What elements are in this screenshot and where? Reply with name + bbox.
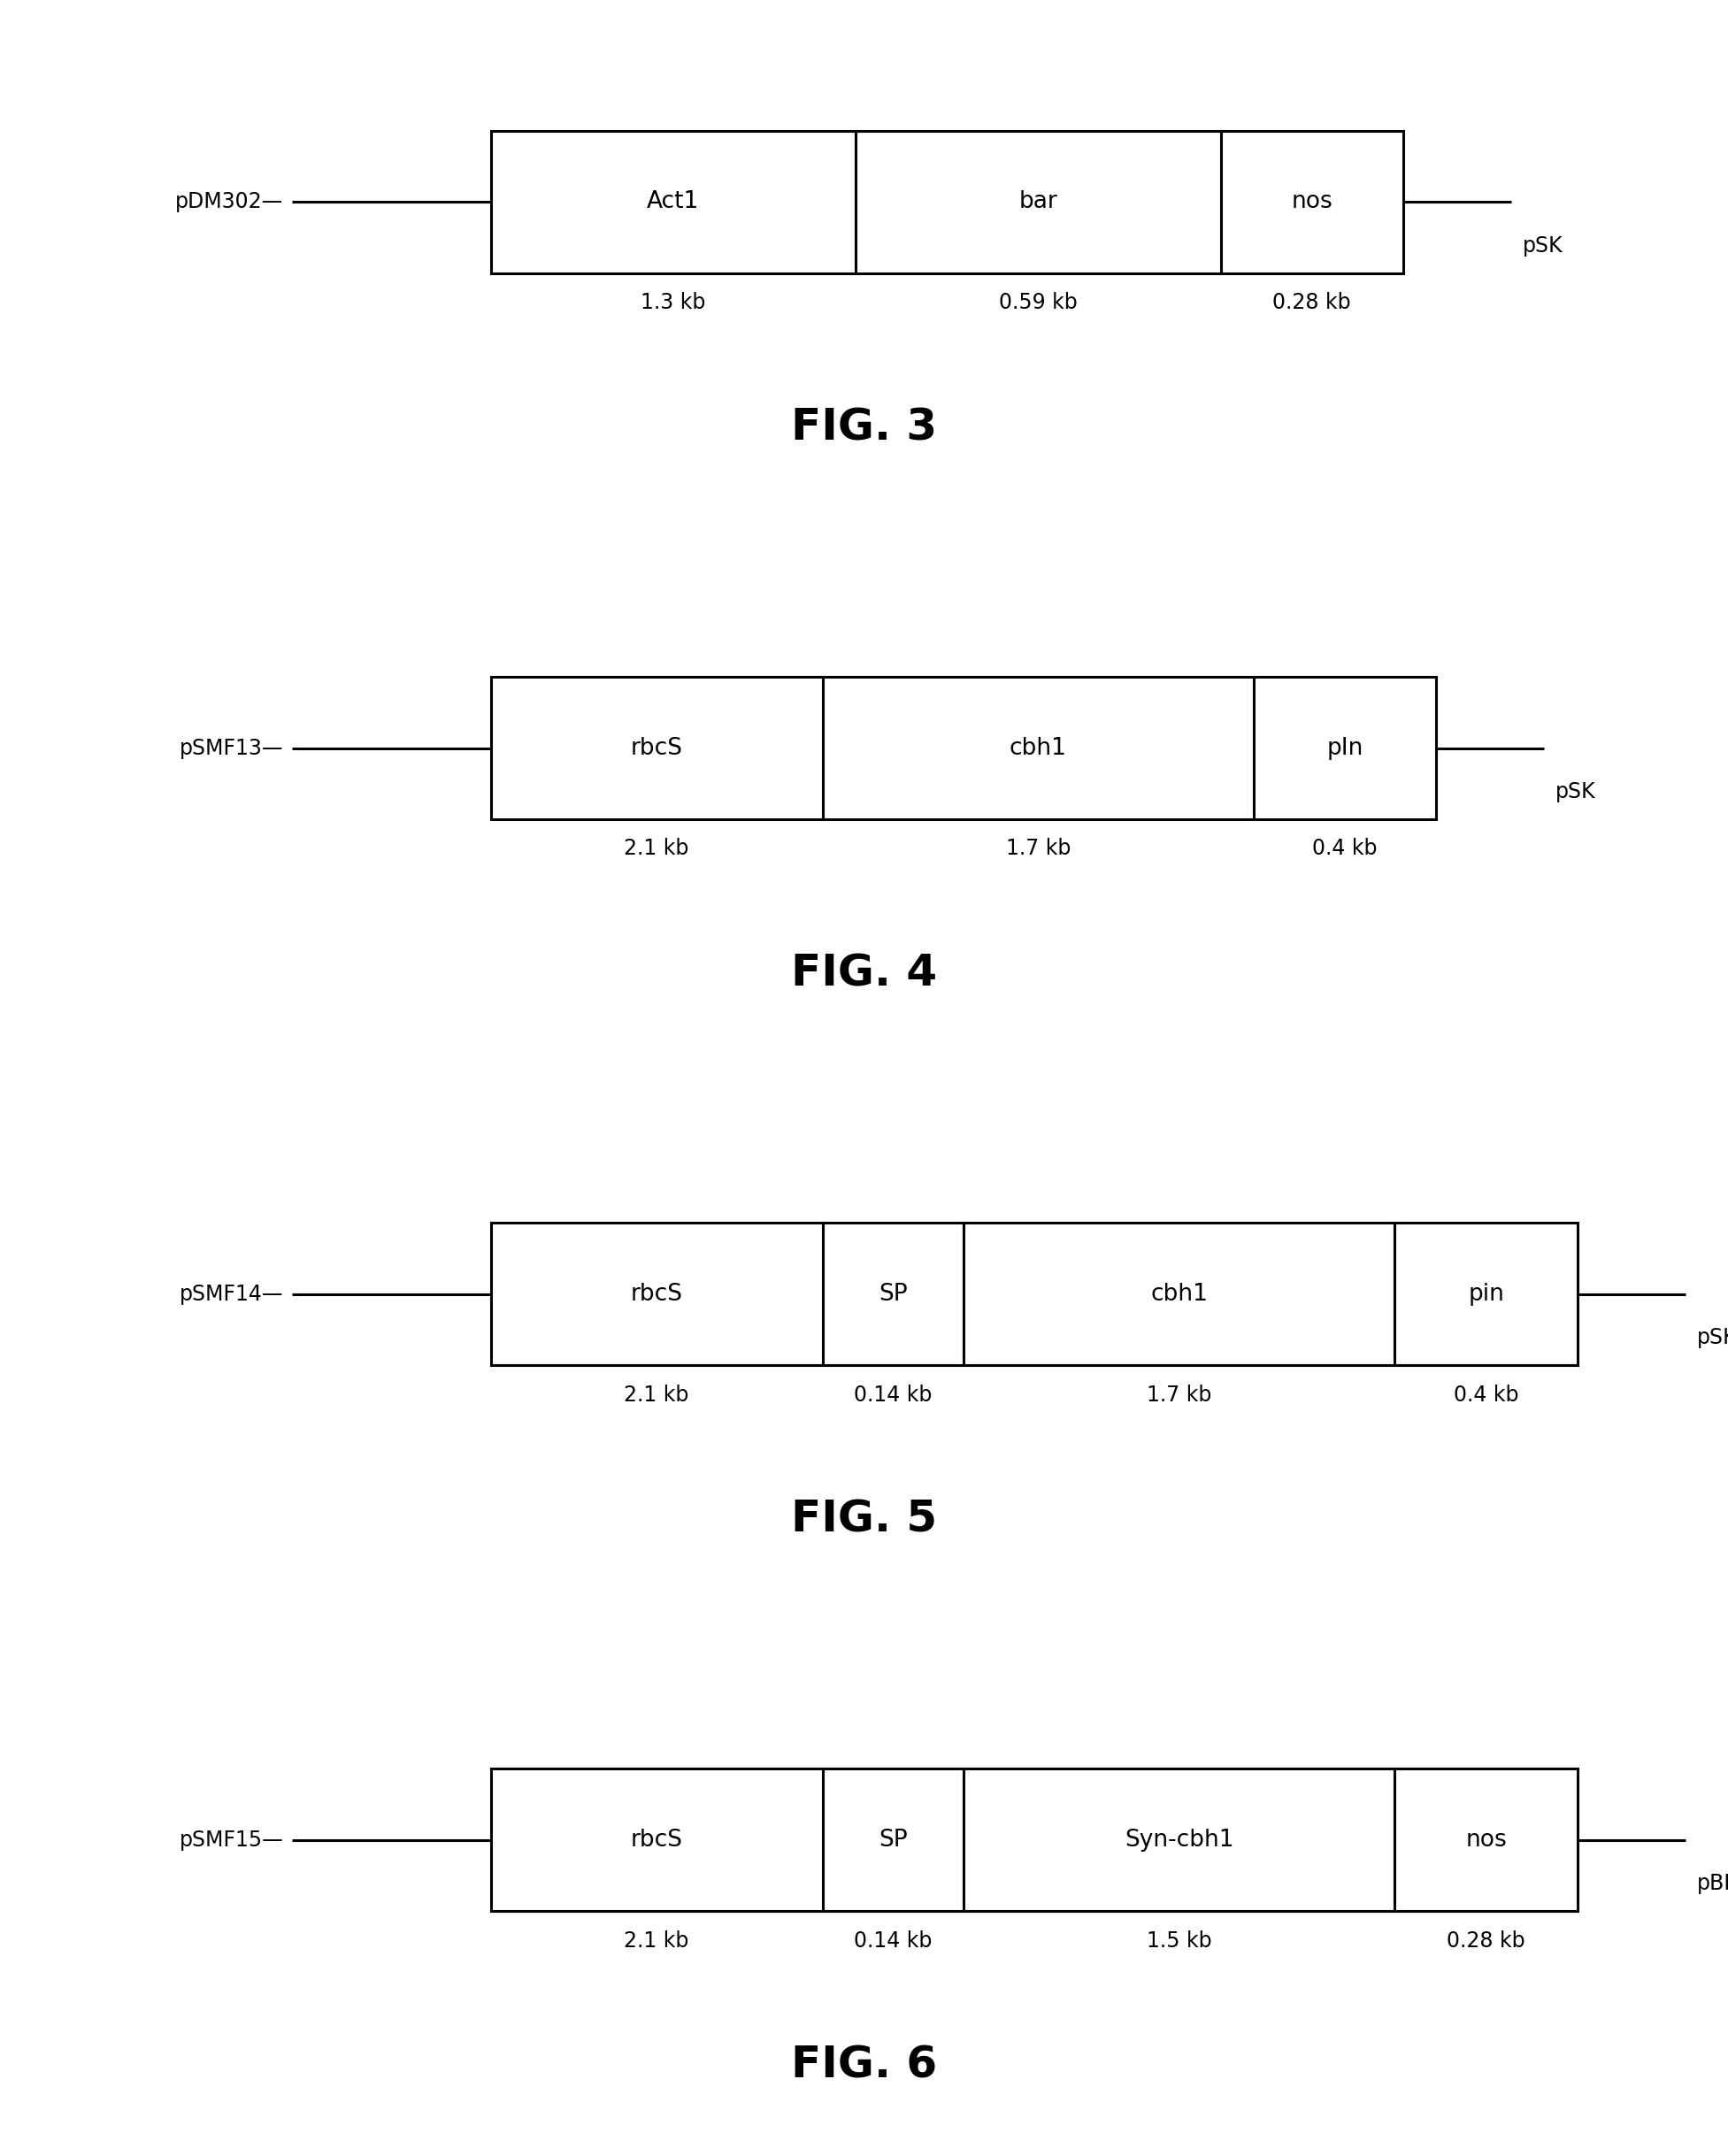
Bar	[491, 1768, 823, 1910]
Text: 0.4 kb: 0.4 kb	[1313, 839, 1377, 860]
Text: FIG. 5: FIG. 5	[791, 1498, 937, 1542]
Bar	[491, 1222, 823, 1365]
Text: rbcS: rbcS	[631, 1828, 683, 1852]
Text: FIG. 4: FIG. 4	[791, 953, 937, 994]
Text: cbh1: cbh1	[1009, 737, 1066, 759]
Text: Syn-cbh1: Syn-cbh1	[1125, 1828, 1234, 1852]
Bar	[491, 677, 823, 819]
Bar	[1220, 132, 1403, 274]
Text: Act1: Act1	[646, 190, 700, 213]
Text: 0.14 kb: 0.14 kb	[854, 1384, 931, 1406]
Text: 0.28 kb: 0.28 kb	[1274, 293, 1351, 313]
Text: nos: nos	[1465, 1828, 1507, 1852]
Bar	[964, 1222, 1394, 1365]
Text: FIG. 3: FIG. 3	[791, 407, 937, 448]
Text: cbh1: cbh1	[1151, 1283, 1208, 1307]
Text: SP: SP	[878, 1828, 907, 1852]
Text: pSMF15—: pSMF15—	[180, 1830, 283, 1850]
Text: 1.5 kb: 1.5 kb	[1147, 1930, 1211, 1951]
Bar	[1394, 1222, 1578, 1365]
Text: pSK: pSK	[1555, 780, 1597, 802]
Bar	[823, 1768, 964, 1910]
Text: pBI221: pBI221	[1697, 1874, 1728, 1895]
Bar	[1255, 677, 1436, 819]
Bar	[855, 132, 1220, 274]
Text: 0.28 kb: 0.28 kb	[1446, 1930, 1526, 1951]
Text: 1.3 kb: 1.3 kb	[641, 293, 705, 313]
Text: pSK: pSK	[1697, 1328, 1728, 1348]
Text: 1.7 kb: 1.7 kb	[1006, 839, 1071, 860]
Text: 1.7 kb: 1.7 kb	[1147, 1384, 1211, 1406]
Text: rbcS: rbcS	[631, 1283, 683, 1307]
Text: nos: nos	[1291, 190, 1332, 213]
Text: bar: bar	[1020, 190, 1058, 213]
Bar	[823, 677, 1255, 819]
Bar	[491, 132, 855, 274]
Text: pDM302—: pDM302—	[175, 192, 283, 213]
Text: pSMF14—: pSMF14—	[180, 1283, 283, 1304]
Text: 0.14 kb: 0.14 kb	[854, 1930, 931, 1951]
Text: 2.1 kb: 2.1 kb	[624, 839, 689, 860]
Text: 2.1 kb: 2.1 kb	[624, 1930, 689, 1951]
Text: SP: SP	[878, 1283, 907, 1307]
Text: pIn: pIn	[1327, 737, 1363, 759]
Text: pSMF13—: pSMF13—	[180, 737, 283, 759]
Bar	[823, 1222, 964, 1365]
Text: 0.59 kb: 0.59 kb	[999, 293, 1078, 313]
Text: pSK: pSK	[1522, 235, 1562, 257]
Bar	[964, 1768, 1394, 1910]
Text: FIG. 6: FIG. 6	[791, 2044, 937, 2087]
Bar	[1394, 1768, 1578, 1910]
Text: rbcS: rbcS	[631, 737, 683, 759]
Text: 2.1 kb: 2.1 kb	[624, 1384, 689, 1406]
Text: 0.4 kb: 0.4 kb	[1453, 1384, 1519, 1406]
Text: pin: pin	[1469, 1283, 1503, 1307]
